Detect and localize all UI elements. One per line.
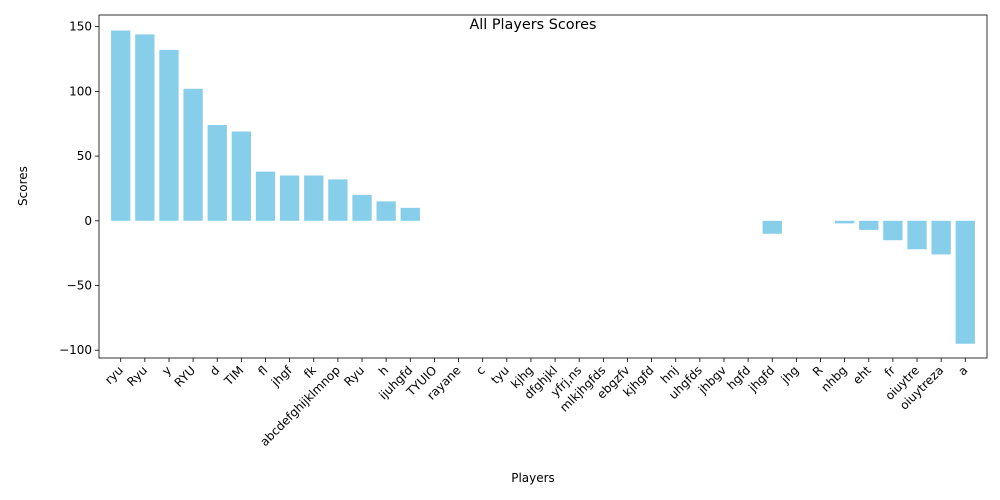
x-tick-label: Ryu bbox=[341, 363, 367, 389]
bar bbox=[328, 179, 348, 221]
y-axis-ticks: −100 −50 0 50 100 150 bbox=[59, 20, 99, 357]
x-tick-label: ryu bbox=[102, 363, 126, 387]
x-tick-label: TIM bbox=[221, 363, 247, 389]
x-tick-label: jhg bbox=[778, 363, 802, 387]
x-tick-label: a bbox=[955, 363, 970, 378]
x-tick-label: d bbox=[207, 363, 222, 378]
plot-frame bbox=[98, 14, 988, 359]
x-tick-label: R bbox=[810, 363, 826, 379]
bar bbox=[955, 220, 975, 344]
x-tick-label: RYU bbox=[172, 363, 199, 390]
bar bbox=[135, 34, 155, 221]
x-tick-label: jhgf bbox=[268, 363, 295, 390]
y-tick-label: −100 bbox=[59, 343, 92, 357]
x-tick-label: nhbg bbox=[818, 363, 849, 394]
x-tick-label: eht bbox=[850, 363, 874, 387]
y-tick-label: −50 bbox=[67, 279, 92, 293]
bar bbox=[859, 220, 879, 230]
x-tick-label: fk bbox=[301, 363, 319, 381]
x-tick-label: abcdefghijklmnop bbox=[257, 363, 343, 449]
x-tick-label: fr bbox=[882, 363, 898, 379]
bar bbox=[376, 201, 396, 221]
bar bbox=[304, 175, 324, 221]
x-tick-label: c bbox=[473, 363, 488, 378]
x-tick-label: tyu bbox=[488, 363, 512, 387]
bar bbox=[400, 207, 420, 221]
y-tick-label: 150 bbox=[69, 20, 92, 34]
y-axis-label: Scores bbox=[16, 166, 30, 206]
x-axis-label: Players bbox=[511, 471, 555, 485]
bar bbox=[279, 175, 300, 221]
bar bbox=[931, 220, 951, 255]
bar bbox=[762, 220, 782, 234]
bar bbox=[159, 49, 179, 221]
bar bbox=[111, 30, 131, 221]
chart-title: All Players Scores bbox=[469, 17, 596, 33]
bar bbox=[883, 220, 903, 241]
bar bbox=[352, 194, 372, 221]
bar bbox=[834, 220, 855, 224]
x-tick-label: fl bbox=[255, 363, 270, 378]
x-tick-label: y bbox=[159, 363, 174, 378]
x-tick-label: Ryu bbox=[124, 363, 150, 389]
bar bbox=[907, 220, 927, 250]
y-tick-label: 0 bbox=[84, 214, 92, 228]
bar bbox=[183, 88, 203, 221]
x-tick-label: h bbox=[376, 363, 391, 378]
y-tick-label: 50 bbox=[77, 149, 92, 163]
bar bbox=[231, 131, 252, 221]
y-tick-label: 100 bbox=[69, 84, 92, 98]
bars bbox=[111, 30, 975, 344]
bar bbox=[207, 125, 227, 221]
x-tick-label: jhgfd bbox=[745, 363, 777, 395]
bar bbox=[255, 171, 276, 221]
